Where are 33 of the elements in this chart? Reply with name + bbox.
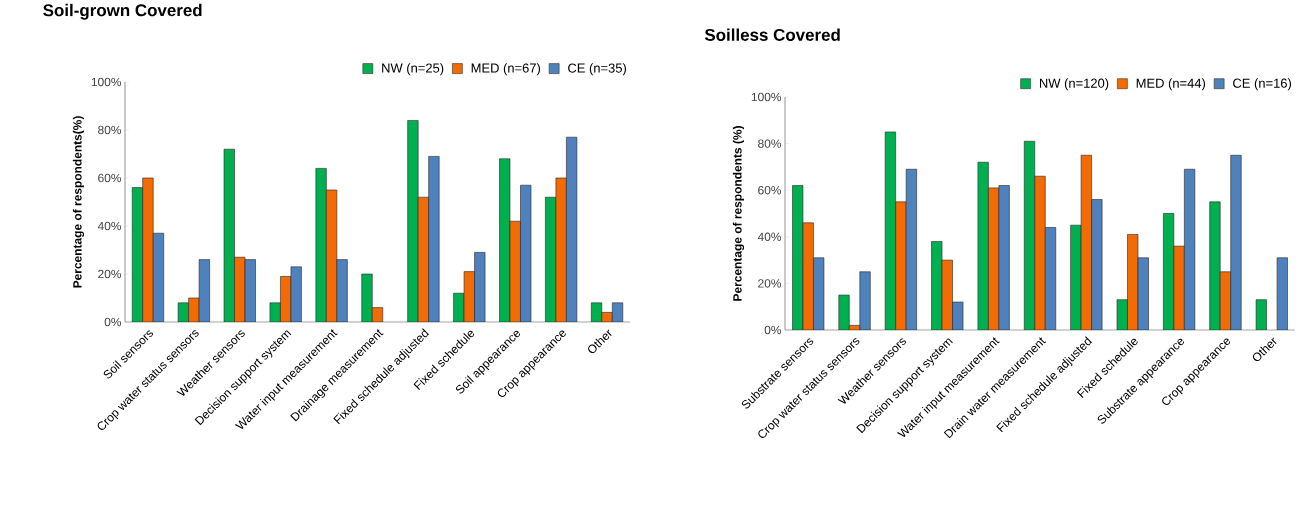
y-tick-label: 0% [764, 325, 782, 335]
bar [407, 120, 419, 322]
y-tick-label: 0% [104, 317, 122, 327]
bar [1255, 299, 1267, 331]
y-tick-label: 80% [98, 125, 122, 135]
y-tick-label: 100% [751, 92, 782, 102]
legend-label: CE (n=16) [1233, 78, 1292, 91]
legend-label: MED (n=44) [1136, 78, 1206, 91]
bar [142, 177, 154, 322]
y-tick-label: 60% [758, 185, 782, 195]
bar [336, 259, 348, 322]
bar [361, 273, 373, 322]
legend-label: CE (n=35) [568, 63, 626, 76]
y-tick-label: 20% [98, 269, 122, 279]
y-tick-label: 60% [98, 173, 122, 183]
chart-title: Soil-grown Covered [43, 3, 202, 20]
y-tick-label: 80% [758, 139, 782, 148]
legend-label: NW (n=120) [1039, 78, 1109, 91]
bar [1034, 175, 1046, 331]
y-axis-title: Percentage of respondents (%) [732, 126, 745, 301]
legend-label: NW (n=25) [382, 63, 444, 76]
y-tick-label: 20% [758, 279, 782, 288]
bar [1230, 154, 1242, 331]
bar [315, 168, 327, 322]
y-axis-title: Percentage of respondents(%) [72, 116, 85, 288]
y-tick-label: 40% [757, 232, 782, 242]
legend-label: MED (n=67) [471, 63, 541, 76]
y-tick-label: 40% [97, 221, 122, 231]
bar [895, 201, 907, 331]
chart-title: Soilless Covered [704, 28, 840, 41]
bar [428, 156, 440, 322]
bar [859, 271, 871, 331]
y-tick-label: 100% [91, 77, 122, 87]
